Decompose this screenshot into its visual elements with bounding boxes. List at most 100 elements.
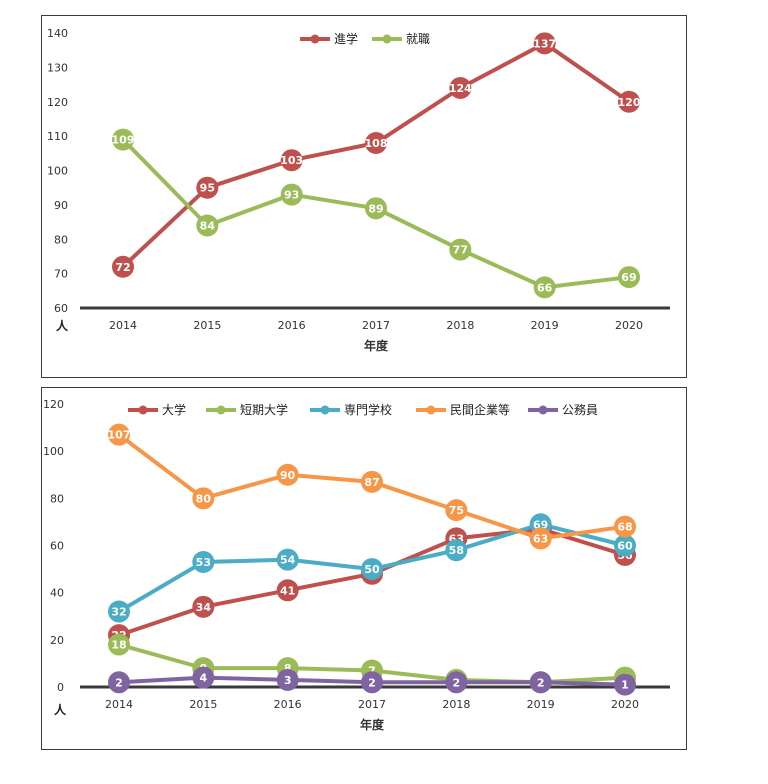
x-tick-label: 2014 bbox=[105, 698, 133, 711]
data-label: 93 bbox=[284, 189, 299, 202]
data-label: 75 bbox=[449, 504, 464, 517]
legend-marker bbox=[538, 405, 548, 415]
data-label: 2 bbox=[368, 676, 376, 689]
x-axis-title: 年度 bbox=[364, 338, 389, 353]
y-tick-label: 80 bbox=[54, 233, 68, 246]
legend-marker bbox=[426, 405, 436, 415]
data-label: 1 bbox=[621, 679, 629, 692]
legend-label: 短期大学 bbox=[240, 402, 288, 417]
y-tick-label: 100 bbox=[43, 445, 64, 458]
data-label: 41 bbox=[280, 584, 295, 597]
data-label: 109 bbox=[112, 134, 135, 147]
data-label: 50 bbox=[364, 563, 380, 576]
data-label: 124 bbox=[449, 82, 472, 95]
legend-marker bbox=[320, 405, 330, 415]
x-axis-title: 年度 bbox=[360, 717, 385, 732]
legend-label: 就職 bbox=[406, 32, 430, 46]
x-tick-label: 2014 bbox=[109, 319, 137, 332]
data-point bbox=[445, 499, 468, 522]
data-point bbox=[533, 32, 556, 55]
data-label: 8 bbox=[284, 662, 292, 675]
data-point bbox=[276, 548, 299, 571]
data-label: 2 bbox=[115, 676, 123, 689]
x-tick-label: 2017 bbox=[362, 319, 390, 332]
x-tick-label: 2018 bbox=[442, 698, 470, 711]
data-label: 54 bbox=[280, 554, 296, 567]
data-label: 3 bbox=[284, 674, 292, 687]
x-tick-label: 2015 bbox=[189, 698, 217, 711]
data-label: 89 bbox=[368, 202, 383, 215]
y-tick-label: 120 bbox=[43, 398, 64, 411]
line-chart-2: 0 20 40 60 80 100 120 2014 2015 2016 2017 2018 2019 2… bbox=[43, 398, 670, 732]
data-point bbox=[196, 214, 219, 237]
y-tick-label: 0 bbox=[57, 681, 64, 694]
data-point bbox=[276, 668, 299, 691]
data-label: 80 bbox=[196, 492, 212, 505]
data-point bbox=[112, 255, 134, 278]
data-point bbox=[529, 671, 552, 694]
y-tick-label: 90 bbox=[54, 199, 68, 212]
legend-label: 進学 bbox=[334, 31, 358, 46]
data-label: 107 bbox=[108, 429, 131, 442]
x-tick-label: 2016 bbox=[278, 319, 306, 332]
data-point bbox=[365, 132, 387, 154]
data-label: 87 bbox=[364, 476, 379, 489]
y-tick-label: 120 bbox=[47, 96, 68, 109]
data-point bbox=[618, 90, 640, 113]
data-label: 108 bbox=[365, 137, 388, 150]
data-point bbox=[618, 266, 640, 289]
data-point bbox=[445, 671, 468, 694]
data-point bbox=[361, 671, 383, 694]
data-point bbox=[529, 527, 552, 550]
data-label: 2 bbox=[537, 676, 545, 689]
data-point bbox=[196, 176, 219, 199]
data-point bbox=[108, 600, 130, 623]
data-label: 2 bbox=[453, 676, 461, 689]
data-label: 95 bbox=[200, 182, 215, 195]
legend-label: 公務員 bbox=[562, 403, 598, 417]
legend-label: 専門学校 bbox=[344, 402, 392, 417]
legend-marker bbox=[216, 405, 226, 415]
data-label: 72 bbox=[115, 261, 130, 274]
x-tick-label: 2019 bbox=[531, 319, 559, 332]
legend-marker bbox=[310, 34, 320, 44]
line-chart-1: 60 70 80 90 100 110 120 130 140 2014 2015 2016 2017 2… bbox=[47, 27, 670, 353]
data-label: 90 bbox=[280, 469, 296, 482]
legend-label: 大学 bbox=[162, 402, 186, 417]
data-point bbox=[192, 551, 215, 574]
y-tick-label: 40 bbox=[50, 587, 64, 600]
y-tick-label: 100 bbox=[47, 165, 68, 178]
y-tick-label: 70 bbox=[54, 268, 68, 281]
data-label: 68 bbox=[617, 521, 632, 534]
y-tick-label: 130 bbox=[47, 61, 68, 74]
x-tick-label: 2020 bbox=[615, 319, 643, 332]
data-point bbox=[192, 666, 215, 689]
data-point bbox=[449, 77, 472, 99]
data-point bbox=[361, 558, 383, 581]
legend-label: 民間企業等 bbox=[450, 402, 510, 417]
data-label: 77 bbox=[453, 244, 468, 257]
data-label: 34 bbox=[196, 601, 212, 614]
y-tick-label: 20 bbox=[50, 634, 64, 647]
data-point bbox=[276, 463, 299, 486]
data-label: 137 bbox=[533, 37, 556, 50]
x-tick-label: 2017 bbox=[358, 698, 386, 711]
legend-item: 就職 bbox=[372, 32, 430, 46]
y-axis-unit: 人 bbox=[54, 702, 67, 717]
legend-item: 公務員 bbox=[528, 403, 598, 417]
series-line bbox=[121, 41, 631, 269]
data-point bbox=[108, 423, 130, 446]
data-point bbox=[445, 539, 468, 562]
data-label: 32 bbox=[111, 606, 126, 619]
data-label: 69 bbox=[533, 518, 548, 531]
x-tick-label: 2016 bbox=[274, 698, 302, 711]
data-label: 18 bbox=[111, 639, 126, 652]
y-tick-label: 60 bbox=[50, 540, 64, 553]
data-point bbox=[449, 238, 472, 261]
data-label: 120 bbox=[618, 96, 641, 109]
legend-marker bbox=[382, 34, 392, 44]
legend-item: 進学 bbox=[300, 31, 358, 46]
data-label: 4 bbox=[200, 672, 208, 685]
data-label: 58 bbox=[449, 544, 464, 557]
data-point bbox=[280, 149, 303, 172]
